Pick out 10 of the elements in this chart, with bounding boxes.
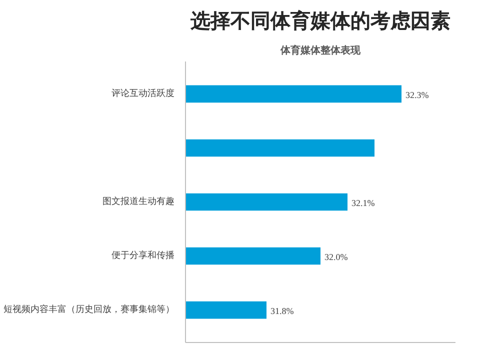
chart-subtitle: 体育媒体整体表现	[280, 44, 362, 56]
y-tick-label: 图文报道生动有趣	[102, 196, 174, 207]
data-label: 32.3%	[406, 90, 430, 100]
data-label: 32.0%	[324, 252, 348, 262]
y-tick-label: 便于分享和传播	[112, 250, 174, 262]
data-label: 32.1%	[352, 198, 376, 208]
chart-title: 选择不同体育媒体的考虑因素	[190, 8, 450, 32]
y-tick-label: 短视频内容丰富（历史回放，赛事集锦等）	[4, 304, 174, 316]
y-tick-label: 评论互动活跃度	[112, 88, 174, 99]
data-label: 31.8%	[270, 306, 294, 316]
